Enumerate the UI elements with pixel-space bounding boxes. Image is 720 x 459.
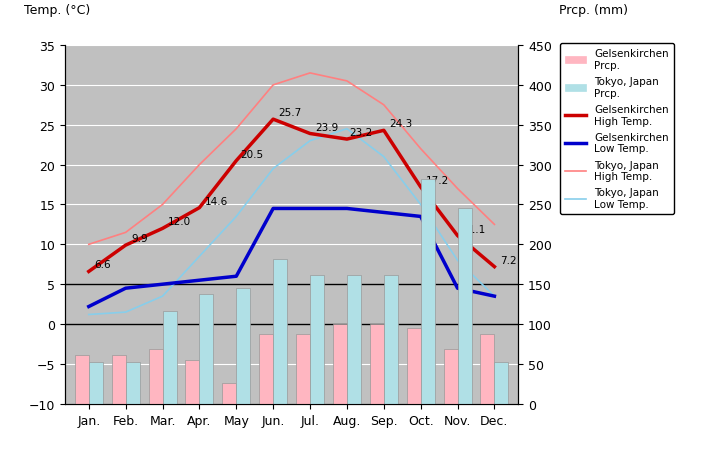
Bar: [75, 355, 89, 404]
Legend: Gelsenkirchen
Prcp., Tokyo, Japan
Prcp., Gelsenkirchen
High Temp., Gelsenkirchen: Gelsenkirchen Prcp., Tokyo, Japan Prcp.,…: [560, 44, 674, 215]
Bar: [444, 349, 457, 404]
Text: Temp. (°C): Temp. (°C): [24, 4, 90, 17]
Bar: [495, 363, 508, 404]
Bar: [112, 355, 126, 404]
Text: 9.9: 9.9: [131, 234, 148, 244]
Bar: [185, 360, 199, 404]
Bar: [333, 325, 347, 404]
Text: Prcp. (mm): Prcp. (mm): [559, 4, 629, 17]
Bar: [89, 363, 103, 404]
Bar: [480, 334, 495, 404]
Bar: [310, 275, 324, 404]
Text: 23.9: 23.9: [315, 122, 339, 132]
Bar: [420, 179, 435, 404]
Bar: [457, 209, 472, 404]
Text: 24.3: 24.3: [390, 119, 413, 129]
Text: 23.2: 23.2: [348, 128, 372, 138]
Bar: [236, 289, 251, 404]
Text: 20.5: 20.5: [240, 149, 263, 159]
Bar: [259, 334, 273, 404]
Text: 12.0: 12.0: [168, 217, 192, 227]
Bar: [222, 383, 236, 404]
Text: 11.1: 11.1: [463, 224, 486, 234]
Text: 25.7: 25.7: [279, 108, 302, 118]
Bar: [370, 325, 384, 404]
Bar: [273, 259, 287, 404]
Text: 7.2: 7.2: [500, 255, 516, 265]
Bar: [163, 311, 176, 404]
Bar: [384, 275, 398, 404]
Bar: [347, 275, 361, 404]
Bar: [296, 334, 310, 404]
Bar: [126, 363, 140, 404]
Bar: [407, 328, 420, 404]
Bar: [199, 294, 213, 404]
Bar: [148, 349, 163, 404]
Text: 14.6: 14.6: [205, 197, 228, 207]
Text: 17.2: 17.2: [426, 175, 449, 185]
Text: 6.6: 6.6: [94, 260, 111, 270]
